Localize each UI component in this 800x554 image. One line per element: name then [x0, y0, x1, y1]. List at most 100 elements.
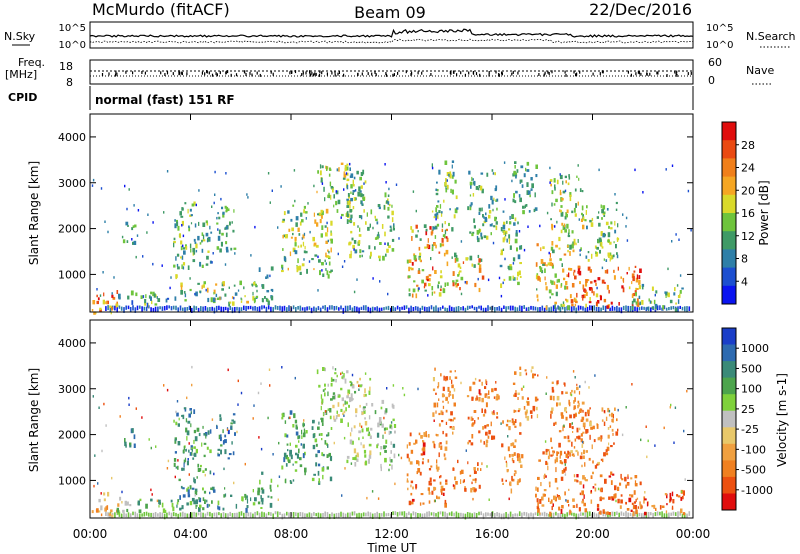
echo-cell	[202, 234, 205, 240]
echo-cell	[481, 207, 483, 212]
echo-cell	[346, 178, 350, 182]
echo-cell	[519, 478, 521, 483]
ground-scatter-cell	[200, 306, 202, 312]
echo-cell	[124, 441, 127, 447]
echo-cell	[183, 446, 185, 451]
echo-cell	[572, 454, 575, 457]
echo-cell	[312, 419, 315, 423]
echo-cell	[379, 280, 381, 283]
echo-cell	[234, 432, 236, 436]
echo-cell	[222, 429, 224, 434]
echo-cell	[579, 249, 581, 252]
ground-scatter-cell	[575, 513, 577, 520]
ground-scatter-cell	[471, 513, 473, 518]
echo-cell	[590, 475, 593, 479]
echo-cell	[577, 400, 580, 404]
echo-cell	[369, 386, 371, 391]
echo-cell	[327, 249, 329, 252]
echo-cell	[177, 499, 180, 503]
echo-cell	[451, 256, 453, 259]
echo-cell	[576, 175, 578, 178]
echo-cell	[520, 464, 523, 468]
ground-scatter-cell	[328, 513, 331, 520]
ground-scatter-cell	[584, 307, 587, 312]
echo-cell	[352, 206, 355, 210]
echo-cell	[549, 179, 553, 182]
echo-cell	[231, 419, 234, 422]
echo-cell	[245, 507, 248, 513]
ground-scatter-cell	[641, 513, 643, 519]
echo-cell	[410, 484, 412, 488]
ground-scatter-cell	[433, 306, 435, 312]
echo-cell	[300, 244, 302, 248]
echo-cell	[411, 498, 415, 502]
echo-cell	[454, 282, 457, 286]
echo-cell	[556, 179, 559, 185]
ground-scatter-cell	[356, 513, 358, 519]
echo-cell	[625, 225, 627, 228]
ground-scatter-cell	[681, 513, 684, 518]
echo-cell	[446, 397, 448, 401]
echo-cell	[478, 267, 482, 273]
frequency-marker	[301, 73, 303, 77]
echo-cell	[558, 306, 560, 311]
echo-cell	[592, 486, 595, 489]
echo-cell	[665, 168, 667, 171]
echo-cell	[500, 294, 503, 298]
echo-cell	[512, 382, 516, 385]
echo-cell	[422, 458, 424, 461]
echo-cell	[582, 440, 585, 445]
echo-cell	[116, 303, 119, 307]
echo-cell	[425, 228, 428, 232]
echo-cell	[326, 166, 328, 171]
ground-scatter-cell	[396, 305, 399, 310]
echo-cell	[541, 496, 544, 501]
echo-cell	[608, 289, 610, 294]
frequency-marker	[371, 72, 373, 76]
echo-cell	[222, 507, 225, 511]
colorbar-segment	[722, 213, 736, 232]
echo-cell	[602, 205, 606, 210]
echo-cell	[444, 282, 446, 287]
echo-cell	[179, 233, 181, 239]
echo-cell	[674, 406, 677, 409]
echo-cell	[306, 268, 308, 274]
echo-cell	[427, 434, 430, 438]
echo-cell	[435, 244, 437, 249]
echo-cell	[166, 170, 169, 173]
echo-cell	[359, 227, 361, 232]
frequency-marker	[215, 72, 217, 76]
echo-cell	[631, 293, 634, 298]
echo-cell	[599, 474, 603, 478]
echo-cell	[202, 222, 206, 227]
echo-cell	[581, 490, 584, 496]
echo-cell	[480, 232, 483, 237]
echo-cell	[318, 212, 322, 217]
frequency-marker	[592, 72, 594, 76]
echo-cell	[266, 299, 269, 302]
echo-cell	[422, 446, 426, 452]
ground-scatter-cell	[684, 306, 686, 312]
ground-scatter-cell	[136, 305, 139, 311]
echo-cell	[566, 209, 569, 214]
echo-cell	[295, 216, 299, 221]
echo-cell	[455, 283, 458, 288]
echo-cell	[435, 188, 438, 191]
ground-scatter-cell	[286, 511, 288, 516]
echo-cell	[332, 392, 336, 395]
ground-scatter-cell	[543, 511, 546, 517]
echo-cell	[589, 219, 592, 223]
frequency-marker	[216, 73, 218, 77]
echo-cell	[354, 456, 357, 461]
echo-cell	[374, 215, 376, 219]
echo-cell	[435, 192, 439, 196]
echo-cell	[129, 444, 132, 448]
echo-cell	[228, 286, 230, 289]
echo-cell	[357, 191, 360, 197]
ground-scatter-cell	[561, 513, 564, 517]
echo-cell	[567, 182, 570, 186]
echo-cell	[281, 465, 284, 470]
cpid-label: CPID	[8, 91, 37, 104]
echo-cell	[362, 444, 365, 449]
echo-cell	[431, 286, 434, 291]
